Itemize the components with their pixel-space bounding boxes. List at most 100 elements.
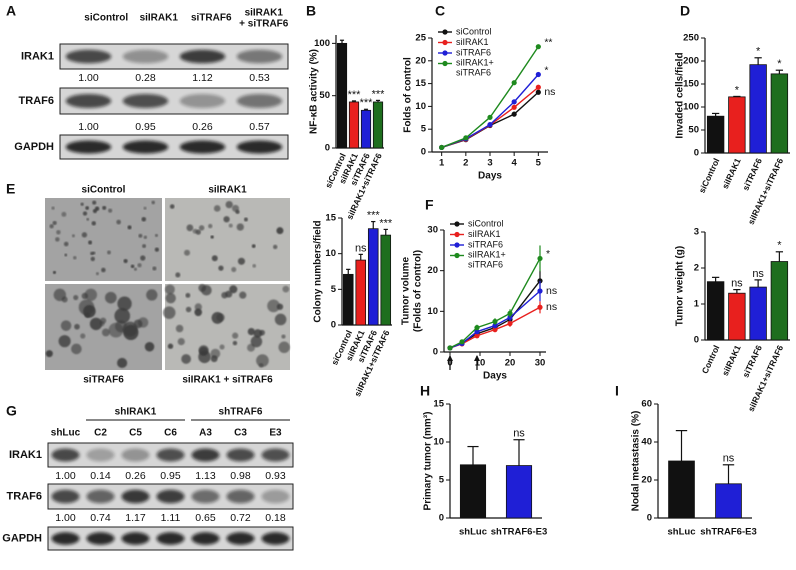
y-axis-label: Primary tumor (mm³)	[423, 412, 434, 511]
blot-band	[226, 489, 255, 504]
significance: *	[756, 46, 761, 58]
blot-band	[86, 448, 115, 462]
densitometry-value: 0.28	[135, 72, 156, 84]
x-tick-label: shTRAF6-E3	[491, 527, 547, 538]
y-tick-label: 25	[415, 33, 426, 44]
colony	[140, 255, 146, 261]
colony	[89, 317, 103, 331]
colony	[86, 217, 90, 221]
densitometry-value: 0.74	[90, 512, 111, 524]
point	[492, 327, 498, 333]
blot-band	[236, 49, 283, 64]
legend-label: siIRAK1	[468, 229, 501, 239]
bar	[380, 234, 392, 326]
colony	[83, 305, 96, 318]
lane-label: C2	[94, 428, 107, 439]
blot-band	[191, 532, 220, 545]
colony	[223, 216, 230, 223]
colony	[235, 209, 240, 215]
y-tick-label: 250	[683, 33, 699, 44]
bar	[372, 101, 384, 149]
blot-band	[65, 93, 112, 109]
point	[535, 71, 541, 78]
lane-label: siControl	[84, 13, 128, 24]
y-tick-label: 50	[688, 125, 699, 136]
significance: *	[546, 248, 550, 260]
densitometry-value: 0.26	[192, 121, 213, 133]
lane-label: C3	[234, 428, 247, 439]
colony	[60, 320, 72, 331]
colony	[45, 350, 53, 358]
colony	[108, 208, 113, 213]
y-tick-label: 10	[433, 437, 444, 448]
panel-letter: D	[680, 3, 690, 19]
colony	[74, 323, 80, 330]
significance: ***	[348, 89, 362, 101]
image-label: siControl	[82, 185, 126, 196]
panel-letter: C	[435, 3, 445, 19]
y-tick-label: 40	[641, 437, 652, 448]
lane-label: A3	[199, 428, 212, 439]
blot-band	[51, 532, 80, 545]
bar	[459, 464, 487, 519]
colony	[80, 202, 84, 206]
y-tick-label: 100	[683, 102, 699, 113]
colony	[82, 211, 88, 216]
colony	[49, 224, 54, 229]
y-tick-label: 1	[694, 299, 700, 310]
colony	[177, 338, 185, 346]
lane-label: C5	[129, 428, 142, 439]
legend-label: siControl	[468, 218, 504, 228]
colony	[117, 296, 132, 311]
panel-letter: F	[425, 197, 434, 213]
colony	[146, 289, 158, 301]
colony	[104, 291, 117, 304]
colony	[272, 244, 278, 250]
legend-label: siTRAF6	[468, 239, 503, 249]
colony-image	[45, 198, 162, 281]
point	[492, 322, 498, 329]
colony	[56, 230, 61, 235]
legend-label: siTRAF6	[456, 47, 491, 57]
x-tick-label: siTRAF6	[740, 156, 764, 192]
blot-band	[121, 489, 150, 504]
colony	[133, 319, 143, 329]
blot-band	[179, 140, 226, 154]
colony	[90, 256, 95, 262]
colony	[143, 235, 148, 239]
image-label: siTRAF6	[83, 375, 124, 386]
densitometry-value: 0.98	[230, 470, 251, 482]
y-axis-label: Invaded cells/field	[675, 52, 686, 138]
point	[511, 80, 517, 86]
legend-marker	[442, 39, 448, 46]
bar	[367, 228, 379, 326]
x-tick-label: siIRAK1	[720, 156, 743, 190]
significance: ns	[544, 86, 555, 98]
colony	[61, 296, 68, 303]
colony	[138, 233, 143, 238]
blot-band	[156, 448, 185, 462]
injection-arrowhead	[474, 355, 480, 361]
x-tick-label: 5	[536, 158, 542, 169]
colony	[101, 328, 110, 337]
point	[474, 325, 480, 331]
colony	[232, 340, 238, 346]
blot-row-label: GAPDH	[14, 141, 54, 153]
colony	[274, 313, 287, 326]
significance: ***	[360, 97, 374, 109]
y-tick-label: 60	[641, 399, 652, 410]
colony	[102, 205, 107, 210]
densitometry-value: 0.26	[125, 470, 146, 482]
significance: ***	[379, 217, 393, 229]
panel-letter: I	[615, 383, 619, 399]
colony	[151, 200, 155, 205]
x-tick-label: 1	[439, 158, 445, 169]
colony	[247, 327, 255, 336]
x-axis-label: Days	[483, 371, 507, 382]
bar	[355, 259, 367, 326]
y-tick-label: 0	[331, 320, 336, 331]
significance: *	[777, 240, 782, 252]
densitometry-value: 0.14	[90, 470, 111, 482]
series-line	[441, 74, 539, 149]
